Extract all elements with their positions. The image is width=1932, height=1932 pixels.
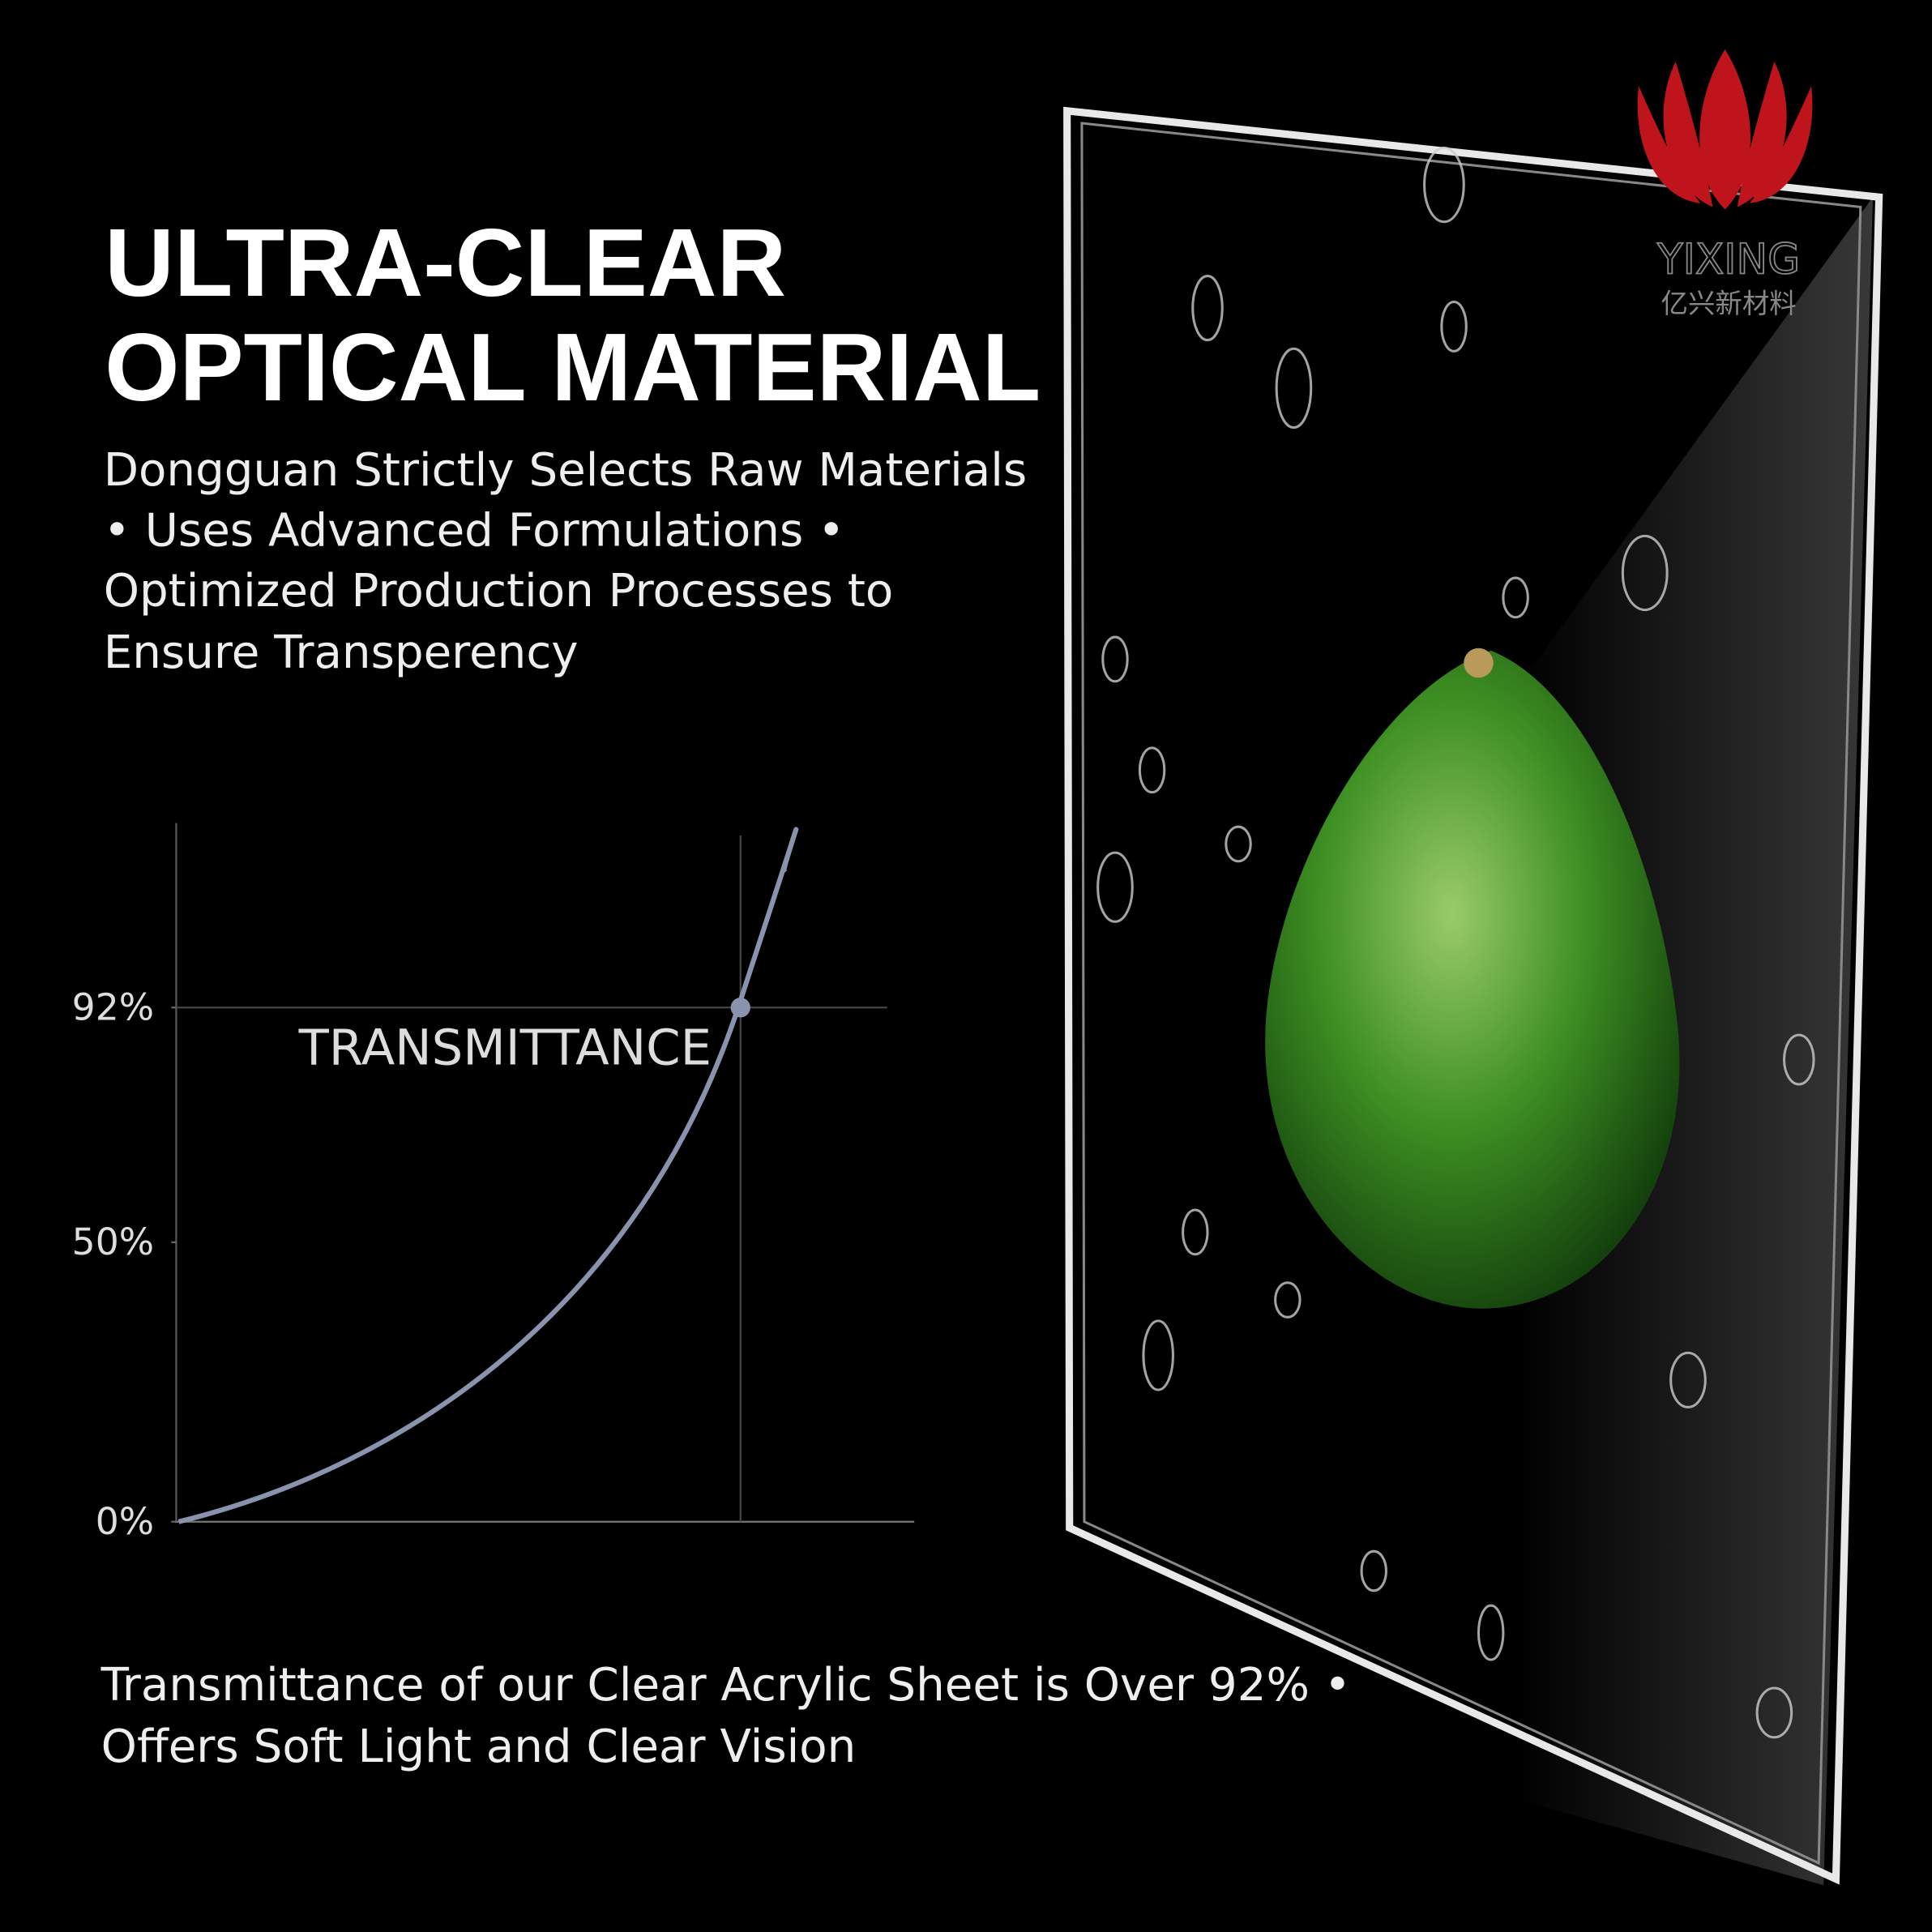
y-tick-label: 50%	[72, 1220, 154, 1263]
logo: YIXING 亿兴新材料	[1637, 49, 1813, 319]
highlight-point	[730, 998, 750, 1018]
headline-line: OPTICAL MATERIAL	[105, 314, 1041, 421]
logo-brand: YIXING	[1656, 236, 1800, 284]
chart-label: TRANSMITTANCE	[298, 1020, 712, 1077]
acrylic-sheet	[1063, 106, 1883, 1886]
description-line: Ensure Transperency	[104, 626, 579, 679]
description-line: Dongguan Strictly Selects Raw Materials	[104, 444, 1027, 497]
description-line: • Uses Advanced Formulations •	[104, 505, 845, 558]
headline-line: ULTRA-CLEAR	[105, 210, 786, 317]
y-tick-label: 0%	[96, 1500, 154, 1543]
y-tick-label: 92%	[72, 985, 154, 1028]
footer-line: Transmittance of our Clear Acrylic Sheet…	[100, 1659, 1351, 1712]
description-line: Optimized Production Processes to	[104, 565, 894, 618]
logo-subtitle: 亿兴新材料	[1661, 288, 1797, 319]
curve	[177, 827, 799, 1524]
chart: TRANSMITTANCE 0% 50% 92%	[72, 823, 915, 1543]
footer-line: Offers Soft Light and Clear Vision	[101, 1720, 857, 1773]
